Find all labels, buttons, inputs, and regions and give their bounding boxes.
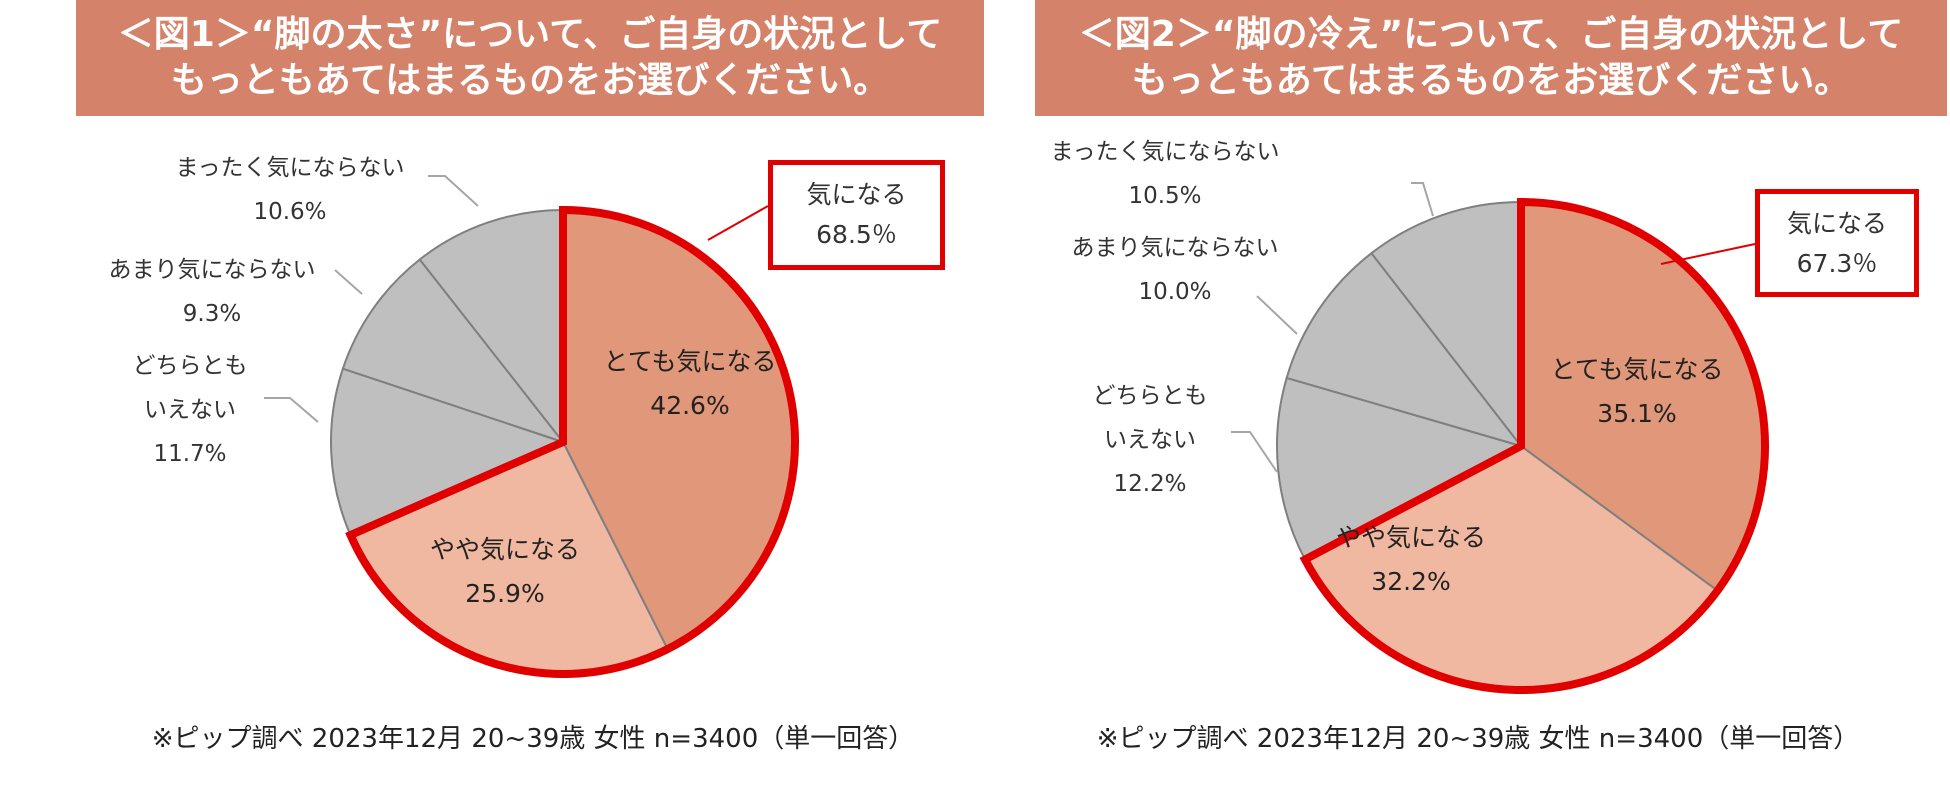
slice-label-2-5: まったく気にならない 10.5% bbox=[1050, 130, 1279, 218]
slice-label-pct-2-2: 32.2% bbox=[1371, 567, 1451, 596]
slice-label-pct-2-4: 10.0% bbox=[1138, 279, 1212, 305]
slice-label-pct-2-1: 35.1% bbox=[1597, 399, 1677, 428]
leader-line-2-5 bbox=[1411, 182, 1434, 217]
pie-chart-2 bbox=[1231, 182, 1769, 694]
slice-label-name-1-3-2: いえない bbox=[144, 397, 236, 423]
footnote-2: ※ピップ調べ 2023年12月 20~39歳 女性 n=3400（単一回答） bbox=[1096, 724, 1860, 754]
leader-line-2-4 bbox=[1256, 295, 1298, 335]
slice-label-name-2-3-1: どちらとも bbox=[1092, 383, 1208, 409]
chart-panel-2: ＜図2＞“脚の冷え”について、ご自身の状況として もっともあてはまるものをお選び… bbox=[975, 0, 1950, 791]
pie-slice-1-3 bbox=[330, 367, 566, 537]
pie-chart-1 bbox=[264, 175, 799, 678]
chart-title-1-line-1: ＜図1＞“脚の太さ”について、ご自身の状況として bbox=[117, 14, 943, 55]
slice-label-name-1-2-1: やや気になる bbox=[429, 535, 581, 564]
slice-label-pct-1-1: 42.6% bbox=[650, 391, 730, 420]
pie-slice-1-4 bbox=[341, 258, 566, 445]
highlight-label-1: 気になる bbox=[806, 180, 907, 209]
slice-label-name-1-4-1: あまり気にならない bbox=[108, 257, 316, 283]
chart-title-1: ＜図1＞“脚の太さ”について、ご自身の状況として もっともあてはまるものをお選び… bbox=[76, 0, 984, 116]
slice-label-2-2: やや気になる 32.2% bbox=[1336, 516, 1486, 604]
pie-slice-1-5 bbox=[418, 208, 564, 445]
highlight-pct-2: 67.3％ bbox=[1796, 249, 1878, 278]
chart-title-2-line-1: ＜図2＞“脚の冷え”について、ご自身の状況として bbox=[1078, 14, 1904, 55]
slice-label-name-2-2-1: やや気になる bbox=[1335, 523, 1487, 552]
slice-label-pct-2-3: 12.2% bbox=[1113, 471, 1187, 497]
slice-label-name-2-5-1: まったく気にならない bbox=[1050, 139, 1280, 165]
slice-label-1-2: やや気になる 25.9% bbox=[430, 528, 580, 616]
slice-label-2-1: とても気になる 35.1% bbox=[1550, 348, 1723, 436]
slice-label-pct-1-3: 11.7% bbox=[153, 441, 227, 467]
slice-label-name-1-1-1: とても気になる bbox=[603, 347, 777, 376]
slice-label-name-2-1-1: とても気になる bbox=[1550, 355, 1724, 384]
slice-label-1-3: どちらともいえない 11.7% bbox=[133, 344, 248, 476]
slice-label-1-1: とても気になる 42.6% bbox=[603, 340, 776, 428]
chart-title-2: ＜図2＞“脚の冷え”について、ご自身の状況として もっともあてはまるものをお選び… bbox=[1035, 0, 1947, 116]
slice-label-pct-2-5: 10.5% bbox=[1128, 183, 1202, 209]
slice-label-pct-1-5: 10.6% bbox=[253, 199, 327, 225]
pie-slice-2-4 bbox=[1285, 251, 1524, 448]
slice-label-1-5: まったく気にならない 10.6% bbox=[175, 146, 404, 234]
slice-label-name-1-5-1: まったく気にならない bbox=[175, 155, 405, 181]
chart-title-2-line-2: もっともあてはまるものをお選びください。 bbox=[1131, 60, 1851, 101]
highlight-outline-1 bbox=[345, 205, 799, 678]
slice-label-1-4: あまり気にならない 9.3% bbox=[109, 248, 316, 336]
slice-label-pct-1-2: 25.9% bbox=[465, 579, 545, 608]
slice-label-2-3: どちらともいえない 12.2% bbox=[1093, 374, 1208, 506]
callout-line-1 bbox=[707, 205, 769, 241]
slice-label-name-2-3-2: いえない bbox=[1104, 427, 1196, 453]
highlight-callout-1: 気になる 68.5％ bbox=[768, 160, 945, 270]
chart-title-1-line-2: もっともあてはまるものをお選びください。 bbox=[170, 60, 890, 101]
pie-slice-2-3 bbox=[1276, 376, 1524, 561]
highlight-pct-1: 68.5％ bbox=[816, 220, 897, 249]
highlight-callout-2: 気になる 67.3％ bbox=[1755, 189, 1919, 297]
slice-label-name-2-4-1: あまり気にならない bbox=[1071, 235, 1279, 261]
footnote-1: ※ピップ調べ 2023年12月 20~39歳 女性 n=3400（単一回答） bbox=[151, 724, 915, 754]
leader-line-1-3 bbox=[264, 397, 319, 423]
leader-line-1-4 bbox=[334, 269, 363, 295]
slice-label-name-1-3-1: どちらとも bbox=[132, 353, 248, 379]
leader-line-2-3 bbox=[1231, 431, 1278, 473]
highlight-outline-2 bbox=[1299, 197, 1769, 694]
chart-panel-1: ＜図1＞“脚の太さ”について、ご自身の状況として もっともあてはまるものをお選び… bbox=[76, 0, 984, 754]
callout-line-2 bbox=[1660, 243, 1756, 265]
pie-slice-2-5 bbox=[1370, 200, 1522, 449]
slice-label-pct-1-4: 9.3% bbox=[182, 301, 242, 327]
leader-line-1-5 bbox=[428, 175, 479, 207]
slice-label-2-4: あまり気にならない 10.0% bbox=[1072, 226, 1279, 314]
highlight-label-2: 気になる bbox=[1786, 209, 1887, 238]
